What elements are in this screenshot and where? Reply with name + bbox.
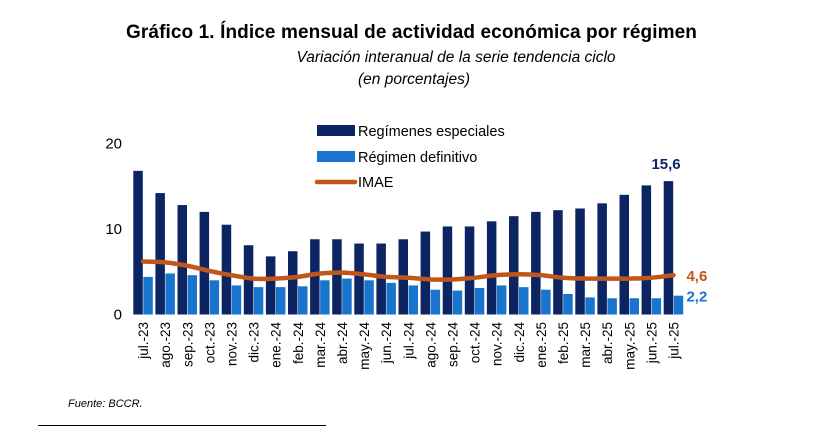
bar-regimenes-especiales xyxy=(354,243,364,315)
y-tick-label: 10 xyxy=(105,221,122,238)
bar-regimenes-especiales xyxy=(486,221,497,315)
x-tick-label: nov.-23 xyxy=(224,322,239,366)
x-tick-label: oct.-24 xyxy=(468,322,483,364)
x-tick-label: nov.-24 xyxy=(490,322,505,367)
x-tick-label: abr.-25 xyxy=(600,322,615,364)
bar-regimenes-especiales xyxy=(442,226,453,315)
footer-divider xyxy=(38,425,326,426)
bar-regimenes-especiales xyxy=(199,211,210,315)
bar-regimenes-especiales xyxy=(531,211,541,315)
x-tick-label: ago.-23 xyxy=(158,322,173,368)
x-tick-label: mar.-24 xyxy=(313,322,328,368)
x-tick-label: oct.-23 xyxy=(202,322,217,363)
x-tick-label: sep.-24 xyxy=(445,322,460,368)
x-tick-label: ene.-25 xyxy=(534,322,549,368)
bar-regimen-definitivo xyxy=(585,297,595,315)
bar-regimenes-especiales xyxy=(619,194,629,315)
x-tick-label: may.-24 xyxy=(357,322,372,370)
bar-regimenes-especiales xyxy=(464,226,475,315)
legend-label: Regímenes especiales xyxy=(358,124,505,140)
bar-regimenes-especiales xyxy=(288,251,298,315)
x-tick-label: jun.-25 xyxy=(644,322,659,364)
bar-regimen-definitivo xyxy=(165,273,175,315)
bar-regimen-definitivo xyxy=(187,275,197,315)
bar-regimen-definitivo xyxy=(607,298,617,315)
bar-regimen-definitivo xyxy=(563,293,573,315)
legend-label: IMAE xyxy=(358,175,394,191)
bar-regimen-definitivo xyxy=(408,285,418,315)
bar-regimen-definitivo xyxy=(342,278,352,315)
bar-regimen-definitivo xyxy=(231,285,242,315)
x-tick-label: jul.-25 xyxy=(666,322,681,360)
bar-regimen-definitivo xyxy=(275,287,286,315)
bar-regimen-definitivo xyxy=(452,290,463,315)
bar-regimen-definitivo xyxy=(320,280,330,315)
end-value-label: 2,2 xyxy=(686,289,707,306)
x-tick-label: sep.-23 xyxy=(180,322,195,367)
bar-regimenes-especiales xyxy=(553,210,563,315)
bar-regimen-definitivo xyxy=(629,298,639,315)
x-tick-label: ago.-24 xyxy=(423,322,438,368)
y-tick-label: 20 xyxy=(105,136,122,153)
end-value-label: 4,6 xyxy=(686,268,707,285)
bar-regimenes-especiales xyxy=(332,239,342,315)
legend-label: Régimen definitivo xyxy=(358,150,477,166)
x-tick-label: jun.-24 xyxy=(379,322,394,365)
bar-regimenes-especiales xyxy=(221,224,232,315)
bar-regimenes-especiales xyxy=(509,216,519,315)
bar-regimenes-especiales xyxy=(155,193,165,315)
x-tick-label: jul.-23 xyxy=(136,322,151,360)
bar-regimen-definitivo xyxy=(541,289,551,315)
legend-swatch xyxy=(317,125,355,136)
bar-regimenes-especiales xyxy=(575,208,585,315)
chart-title: Gráfico 1. Índice mensual de actividad e… xyxy=(126,22,697,43)
x-tick-label: abr.-24 xyxy=(335,322,350,365)
bar-regimenes-especiales xyxy=(597,203,607,315)
bar-regimenes-especiales xyxy=(376,243,386,315)
bar-regimenes-especiales xyxy=(177,205,187,315)
chart-units: (en porcentajes) xyxy=(358,71,471,88)
chart-subtitle: Variación interanual de la serie tendenc… xyxy=(296,49,616,66)
x-tick-label: feb.-24 xyxy=(291,322,306,365)
x-tick-label: feb.-25 xyxy=(556,322,571,364)
bar-regimenes-especiales xyxy=(133,170,143,315)
bar-regimen-definitivo xyxy=(651,298,662,315)
bar-regimenes-especiales xyxy=(265,256,276,315)
bar-regimen-definitivo xyxy=(496,285,507,315)
legend-swatch xyxy=(317,151,355,162)
x-tick-label: dic.-23 xyxy=(247,322,262,363)
source-note: Fuente: BCCR. xyxy=(68,398,143,410)
y-tick-label: 0 xyxy=(114,307,122,324)
x-tick-label: jul.-24 xyxy=(401,322,416,360)
end-value-label: 15,6 xyxy=(651,156,680,173)
bar-regimenes-especiales xyxy=(641,185,652,315)
bar-regimen-definitivo xyxy=(209,280,220,315)
bar-regimenes-especiales xyxy=(420,231,431,315)
x-tick-label: dic.-24 xyxy=(512,322,527,363)
bar-regimen-definitivo xyxy=(253,287,264,315)
bar-regimen-definitivo xyxy=(673,295,684,315)
bar-regimen-definitivo xyxy=(519,287,529,315)
bar-regimen-definitivo xyxy=(430,289,441,315)
chart-plot: 0 10 20 jul.-23 ago.-23 sep.-23 oct.-23 nov.-23… xyxy=(105,124,707,370)
bar-regimen-definitivo xyxy=(474,288,485,315)
x-tick-label: may.-25 xyxy=(622,322,637,370)
bar-regimen-definitivo xyxy=(143,276,153,315)
x-tick-label: ene.-24 xyxy=(269,322,284,368)
bar-regimen-definitivo xyxy=(386,282,396,315)
bar-regimenes-especiales xyxy=(663,181,674,315)
x-tick-label: mar.-25 xyxy=(578,322,593,368)
imae-line xyxy=(140,259,676,282)
bar-regimen-definitivo xyxy=(364,280,374,315)
bar-regimenes-especiales xyxy=(310,239,320,315)
bar-regimen-definitivo xyxy=(298,286,308,315)
